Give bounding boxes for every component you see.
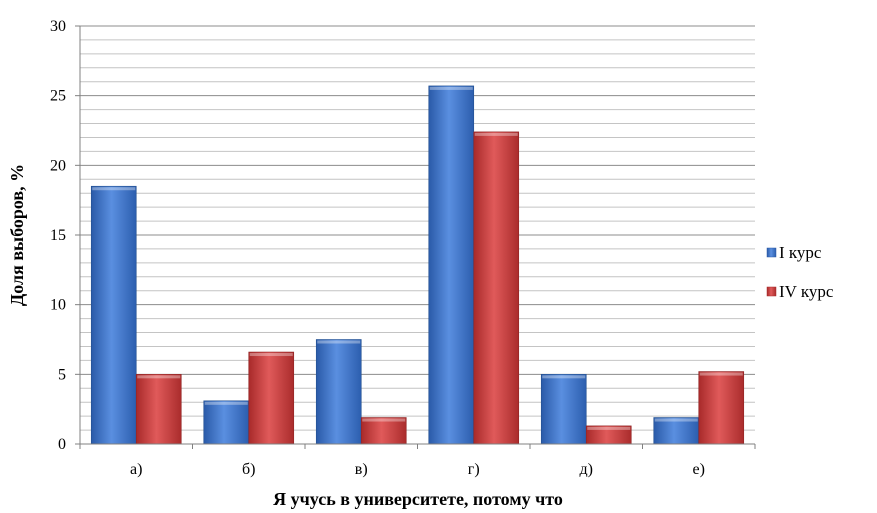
bar-highlight <box>474 132 518 136</box>
bar-series1-2 <box>203 400 250 445</box>
bar-highlight <box>542 375 586 379</box>
x-tick-label: б) <box>242 461 255 478</box>
bar-highlight <box>317 340 361 344</box>
y-tick-label: 30 <box>50 18 66 35</box>
bar-series1-3 <box>315 339 362 445</box>
x-axis-title: Я учусь в университете, потому что <box>273 489 563 509</box>
gridlines <box>80 25 755 431</box>
bar-highlight <box>204 401 248 405</box>
bar-series2-2 <box>248 351 295 445</box>
legend-item-1: I курс <box>766 243 822 262</box>
x-tick-label: д) <box>580 461 593 478</box>
bar-highlight <box>587 426 631 430</box>
y-tick-label: 25 <box>50 88 66 105</box>
legend-label-1: I курс <box>779 243 822 262</box>
legend-swatch-2 <box>766 286 777 297</box>
y-tick-labels: 0 5 10 15 20 25 30 <box>50 18 80 453</box>
bar-series1-4 <box>428 85 475 445</box>
bar-highlight <box>429 86 473 90</box>
bar-highlight <box>699 372 743 376</box>
bar-series2-4 <box>473 131 520 445</box>
bars <box>90 85 745 445</box>
bar-series2-6 <box>698 371 745 445</box>
legend-item-2: IV курс <box>766 282 834 301</box>
bar-series1-5 <box>540 374 587 445</box>
y-tick-label: 0 <box>58 436 66 453</box>
bar-series2-1 <box>135 374 182 445</box>
bar-highlight <box>92 187 136 191</box>
y-tick-label: 15 <box>50 227 66 244</box>
bar-highlight <box>249 353 293 357</box>
x-tick-label: е) <box>693 461 705 478</box>
x-tick-label: а) <box>130 461 142 478</box>
legend-swatch-1 <box>766 247 777 258</box>
y-axis-title: Доля выборов, % <box>7 164 27 306</box>
x-tick-label: в) <box>355 461 368 478</box>
bar-series2-3 <box>360 417 407 445</box>
bar-highlight <box>137 375 181 379</box>
y-tick-label: 10 <box>50 297 66 314</box>
x-tick-label: г) <box>468 461 480 478</box>
bar-highlight <box>362 418 406 422</box>
bar-highlight <box>654 418 698 422</box>
y-tick-label: 5 <box>58 366 66 383</box>
bar-series1-1 <box>90 185 137 445</box>
x-tick-labels: а) б) в) г) д) е) <box>79 444 756 478</box>
legend-label-2: IV курс <box>779 282 834 301</box>
legend: I курс IV курс <box>766 243 834 301</box>
y-tick-label: 20 <box>50 157 66 174</box>
